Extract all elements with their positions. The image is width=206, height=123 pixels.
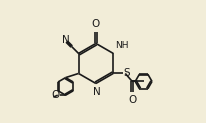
- Text: O: O: [92, 19, 100, 29]
- Text: N: N: [62, 35, 69, 45]
- Text: NH: NH: [116, 41, 129, 50]
- Text: S: S: [123, 69, 130, 78]
- Text: O: O: [51, 90, 59, 100]
- Text: N: N: [93, 87, 100, 97]
- Text: O: O: [128, 95, 136, 105]
